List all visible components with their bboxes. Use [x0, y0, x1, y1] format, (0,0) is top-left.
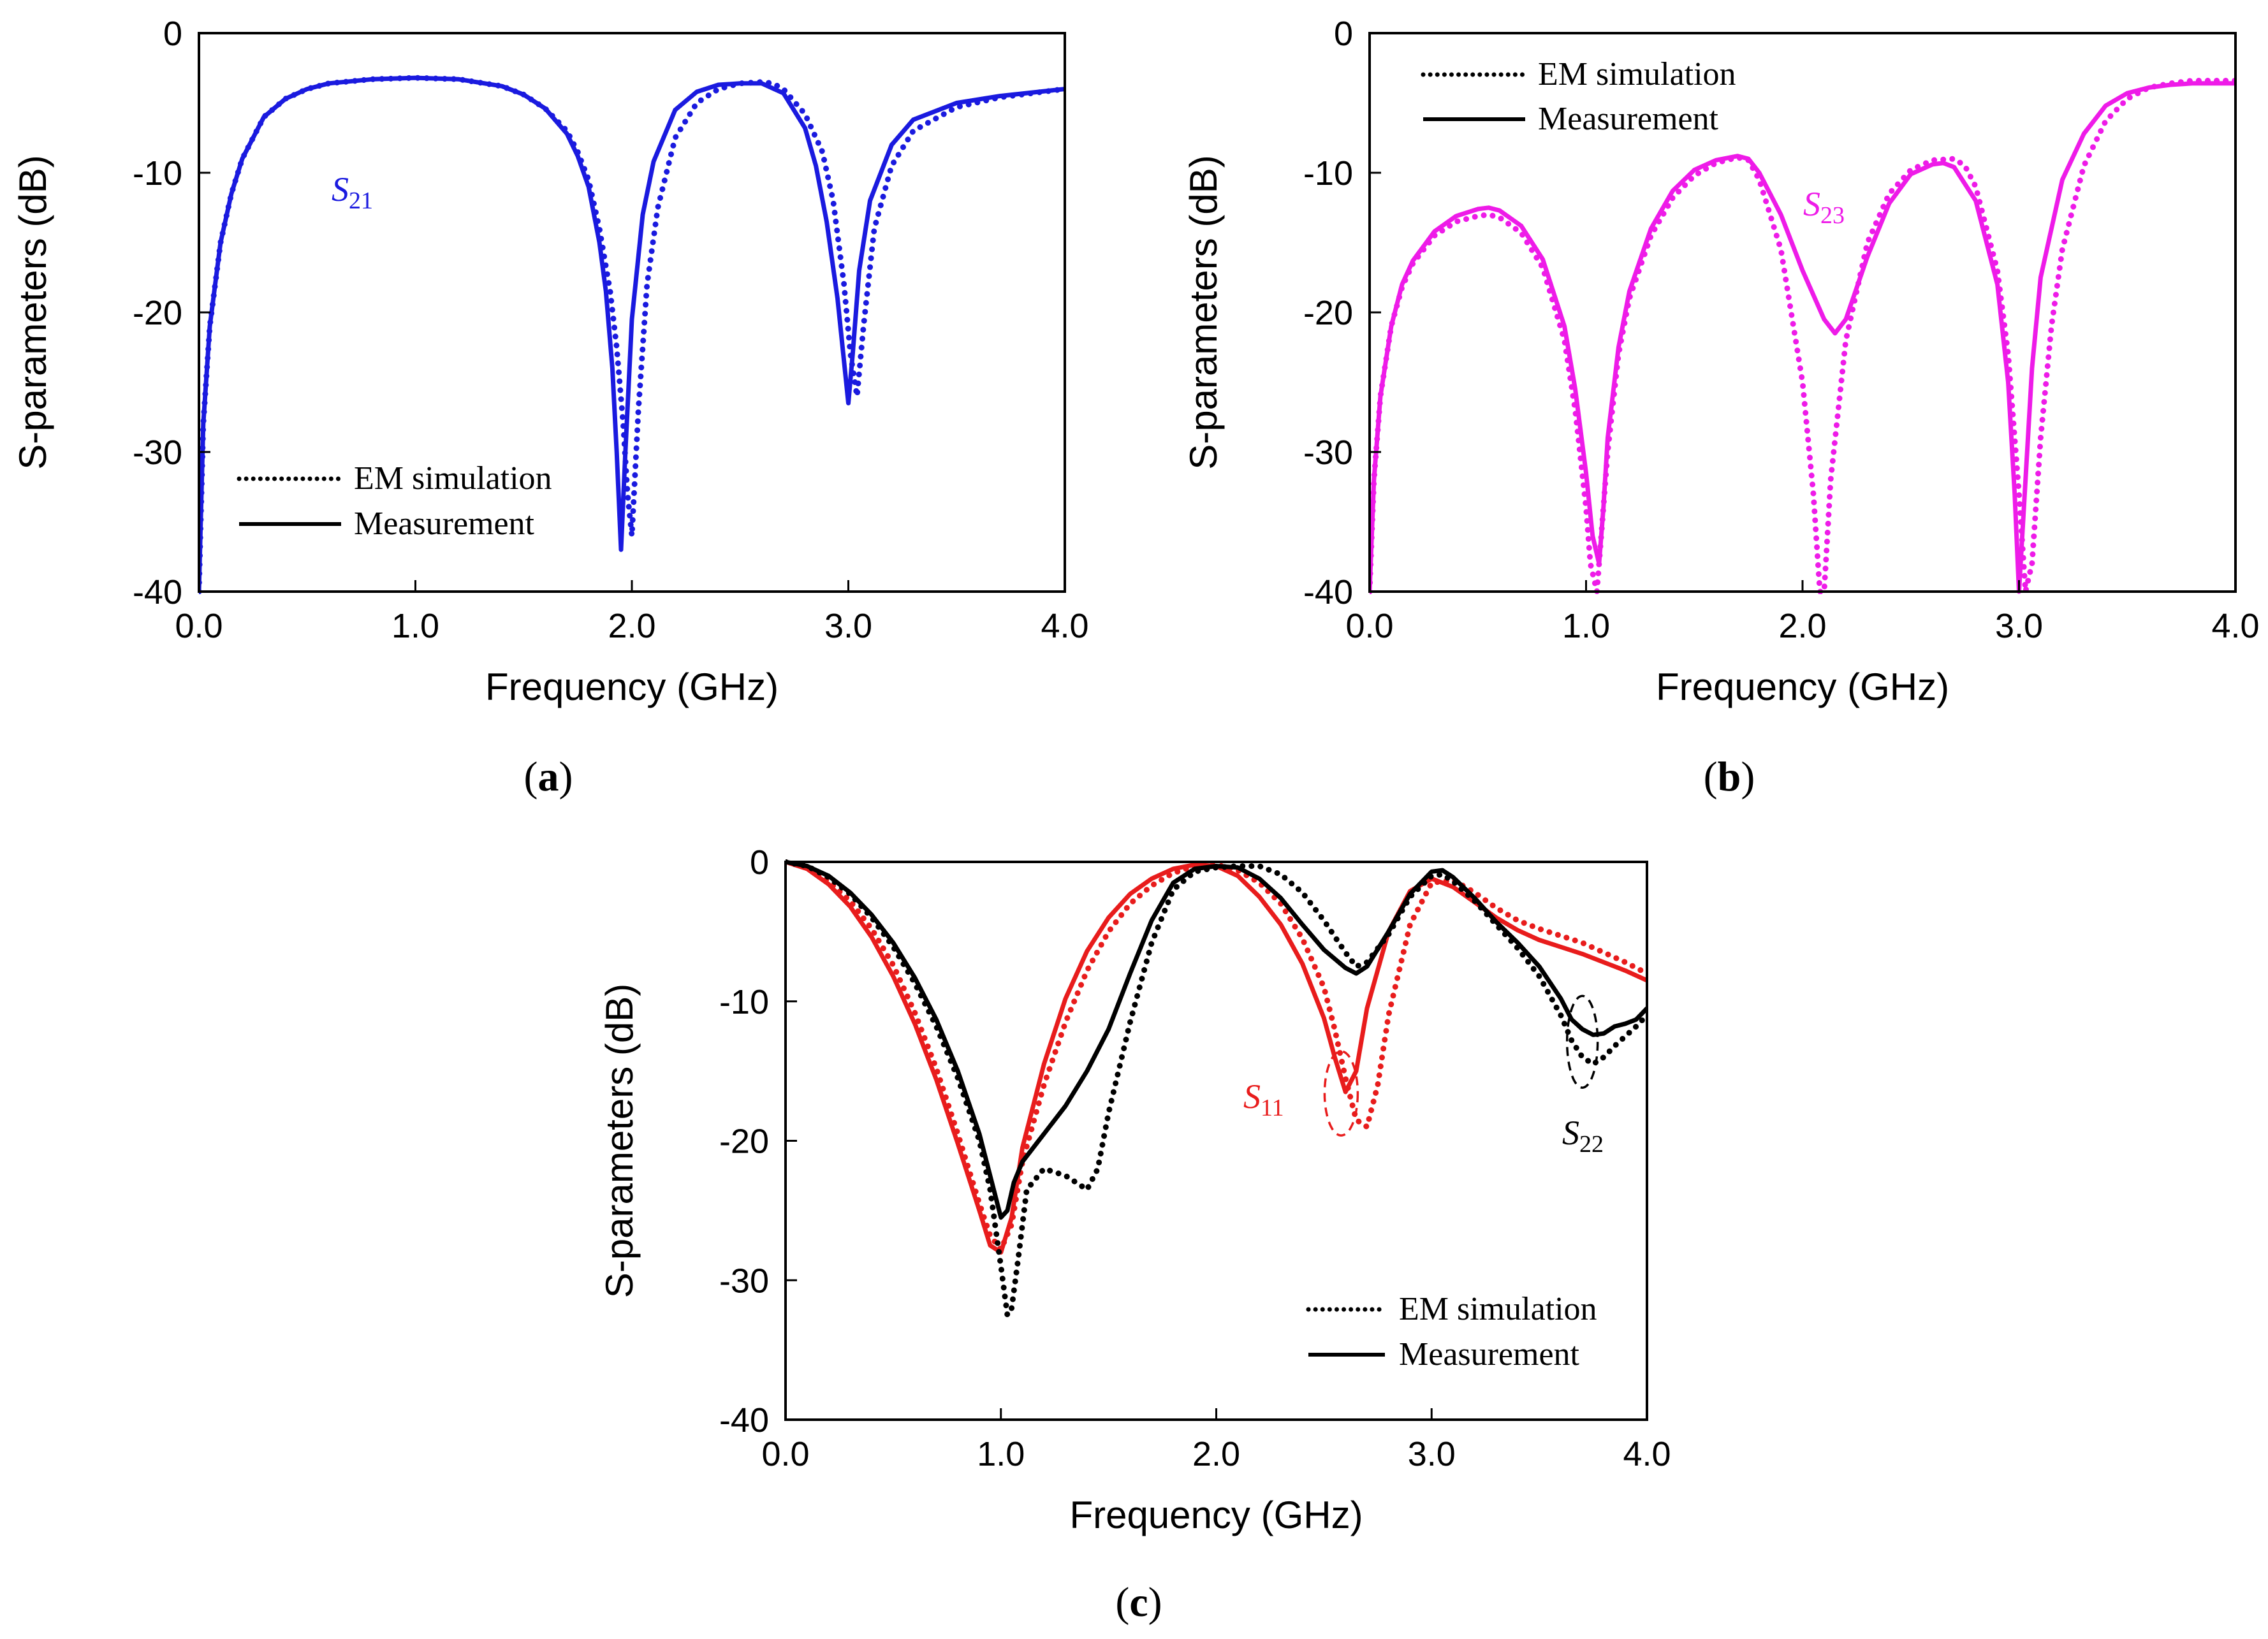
x-tick-label: 0.0 — [761, 1435, 809, 1473]
y-tick-label: -10 — [133, 154, 182, 193]
series-group — [786, 859, 1647, 1318]
x-tick-label: 4.0 — [1623, 1435, 1671, 1473]
legend-label: EM simulation — [1538, 56, 1736, 92]
annotation-base: S — [1803, 185, 1820, 223]
x-tick-label: 0.0 — [1345, 607, 1393, 645]
annotation-s21: S21 — [332, 170, 373, 214]
annotation-s11: S11 — [1243, 1077, 1284, 1121]
paren: ( — [1704, 754, 1718, 800]
x-tick-label: 2.0 — [608, 607, 655, 645]
y-tick-label: -40 — [719, 1401, 769, 1439]
y-tick-label: 0 — [163, 15, 182, 53]
x-tick-label: 3.0 — [824, 607, 872, 645]
x-tick-label: 1.0 — [1562, 607, 1610, 645]
chart-a: 0.0 1.0 2.0 3.0 4.0 0 -10 -20 -30 -40 Frequency (G… — [11, 15, 1089, 800]
y-axis-title: S-parameters (dB) — [11, 155, 54, 469]
x-tick-label: 2.0 — [1778, 607, 1826, 645]
x-tick-label: 4.0 — [1041, 607, 1088, 645]
y-axis-title: S-parameters (dB) — [598, 984, 641, 1298]
s11-marker-ellipse — [1323, 1050, 1359, 1137]
y-tick-label: -10 — [1303, 154, 1353, 193]
legend: EM simulation Measurement — [237, 460, 552, 542]
annotation-subscript: 23 — [1820, 202, 1845, 229]
series-line-s22-measurement — [786, 859, 1647, 1220]
annotation-s23: S23 — [1803, 185, 1845, 229]
y-tick-label: -20 — [719, 1123, 769, 1161]
x-tick-label: 0.0 — [175, 607, 223, 645]
chart-c: 0.0 1.0 2.0 3.0 4.0 0 -10 -20 -30 -40 Frequency (G… — [598, 843, 1671, 1626]
paren: ) — [1741, 754, 1755, 800]
legend-label: Measurement — [1399, 1336, 1580, 1373]
x-tick-label: 3.0 — [1995, 607, 2043, 645]
legend-label: EM simulation — [354, 460, 552, 497]
x-tick-label: 4.0 — [2211, 607, 2259, 645]
annotation-subscript: 11 — [1261, 1095, 1284, 1121]
y-tick-label: 0 — [1334, 15, 1353, 53]
legend-label: Measurement — [354, 506, 535, 542]
letter: a — [538, 754, 559, 800]
letter: b — [1718, 754, 1741, 800]
legend-label: EM simulation — [1399, 1291, 1597, 1327]
x-tick-label: 1.0 — [391, 607, 439, 645]
series-line-s21-em-simulation — [199, 75, 1065, 594]
x-tick-label: 3.0 — [1408, 1435, 1456, 1473]
y-tick-label: -10 — [719, 983, 769, 1021]
y-tick-label: 0 — [750, 843, 769, 882]
y-tick-label: -20 — [133, 294, 182, 332]
x-axis-title: Frequency (GHz) — [485, 666, 779, 708]
series-line-s23-measurement — [1370, 81, 2235, 594]
x-axis-title: Frequency (GHz) — [1069, 1494, 1363, 1536]
series-group — [199, 75, 1065, 594]
legend: EM simulation Measurement — [1421, 56, 1736, 137]
x-tick-label: 1.0 — [977, 1435, 1025, 1473]
y-tick-label: -40 — [133, 573, 182, 611]
x-axis-title: Frequency (GHz) — [1656, 666, 1949, 708]
y-tick-label: -40 — [1303, 573, 1353, 611]
y-tick-label: -30 — [719, 1262, 769, 1300]
annotation-subscript: 21 — [349, 187, 373, 214]
legend: EM simulation Measurement — [1306, 1291, 1597, 1373]
annotation-base: S — [1562, 1114, 1579, 1152]
series-line-s22-em-simulation — [786, 859, 1647, 1318]
series-group — [1370, 78, 2235, 594]
y-tick-label: -30 — [133, 433, 182, 472]
plot-frame — [1368, 32, 2237, 593]
paren: ( — [524, 754, 538, 800]
chart-b: 0.0 1.0 2.0 3.0 4.0 0 -10 -20 -30 -40 Frequency (G… — [1182, 15, 2260, 800]
y-tick-label: -30 — [1303, 433, 1353, 472]
x-tick-label: 2.0 — [1192, 1435, 1240, 1473]
paren: ) — [1148, 1579, 1162, 1626]
series-line-s11-em-simulation — [786, 859, 1647, 1253]
subfigure-label-a: (a) — [524, 754, 573, 800]
annotation-base: S — [332, 170, 349, 208]
subfigure-label-b: (b) — [1704, 754, 1755, 800]
letter: c — [1129, 1579, 1148, 1626]
legend-label: Measurement — [1538, 101, 1719, 137]
paren: ) — [559, 754, 573, 800]
annotation-subscript: 22 — [1579, 1131, 1604, 1158]
subfigure-label-c: (c) — [1115, 1579, 1162, 1626]
series-line-s23-em-simulation — [1370, 78, 2235, 594]
s22-marker-ellipse — [1565, 994, 1599, 1089]
y-axis-title: S-parameters (dB) — [1182, 155, 1225, 469]
annotation-base: S — [1243, 1077, 1261, 1116]
annotation-s22: S22 — [1562, 1114, 1604, 1158]
paren: ( — [1115, 1579, 1129, 1626]
y-tick-label: -20 — [1303, 294, 1353, 332]
